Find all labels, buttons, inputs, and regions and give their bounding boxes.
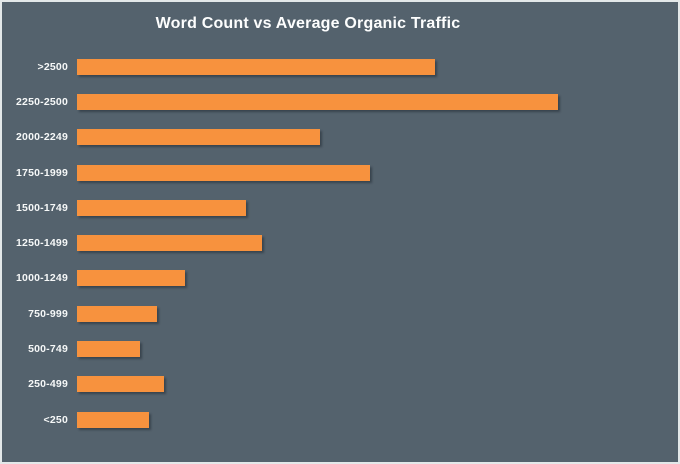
bar-row: >2500	[2, 49, 664, 84]
bar-row: <250	[2, 402, 664, 437]
bar	[77, 411, 150, 428]
category-label: 2000-2249	[15, 131, 68, 144]
bar-track	[77, 164, 664, 181]
bar-track	[77, 58, 664, 75]
category-label: 1500-1749	[15, 201, 68, 214]
bar-track	[77, 199, 664, 216]
bar-row: 1500-1749	[2, 190, 664, 225]
category-label: 1750-1999	[15, 166, 68, 179]
bar-row: 2250-2500	[2, 84, 664, 119]
bar-row: 2000-2249	[2, 120, 664, 155]
bar	[77, 129, 320, 146]
chart-title: Word Count vs Average Organic Traffic	[155, 15, 461, 32]
bar-row: 750-999	[2, 296, 664, 331]
plot-area: >2500 2250-2500 2000-2249 1750-1999 1500-174…	[2, 49, 664, 437]
bar-track	[77, 305, 664, 322]
bar-track	[77, 93, 664, 110]
bar-track	[77, 411, 664, 428]
category-label: 500-749	[28, 343, 68, 356]
category-label: 250-499	[28, 378, 68, 391]
bar-track	[77, 270, 664, 287]
bar-row: 1000-1249	[2, 261, 664, 296]
bar	[77, 58, 435, 75]
bar	[77, 376, 165, 393]
bar	[77, 199, 246, 216]
bar	[77, 164, 370, 181]
bar-row: 1250-1499	[2, 225, 664, 260]
bar-track	[77, 129, 664, 146]
category-label: <250	[43, 413, 68, 426]
bar-row: 1750-1999	[2, 155, 664, 190]
bar	[77, 235, 263, 252]
category-label: >2500	[37, 60, 68, 73]
bar	[77, 270, 186, 287]
category-label: 2250-2500	[15, 95, 68, 108]
bar-track	[77, 235, 664, 252]
bar	[77, 93, 558, 110]
bar	[77, 341, 140, 358]
category-label: 1250-1499	[15, 237, 68, 250]
category-label: 750-999	[28, 307, 68, 320]
bar-row: 500-749	[2, 331, 664, 366]
bar-track	[77, 376, 664, 393]
bar-track	[77, 341, 664, 358]
category-label: 1000-1249	[15, 272, 68, 285]
bar	[77, 305, 157, 322]
bar-row: 250-499	[2, 367, 664, 402]
